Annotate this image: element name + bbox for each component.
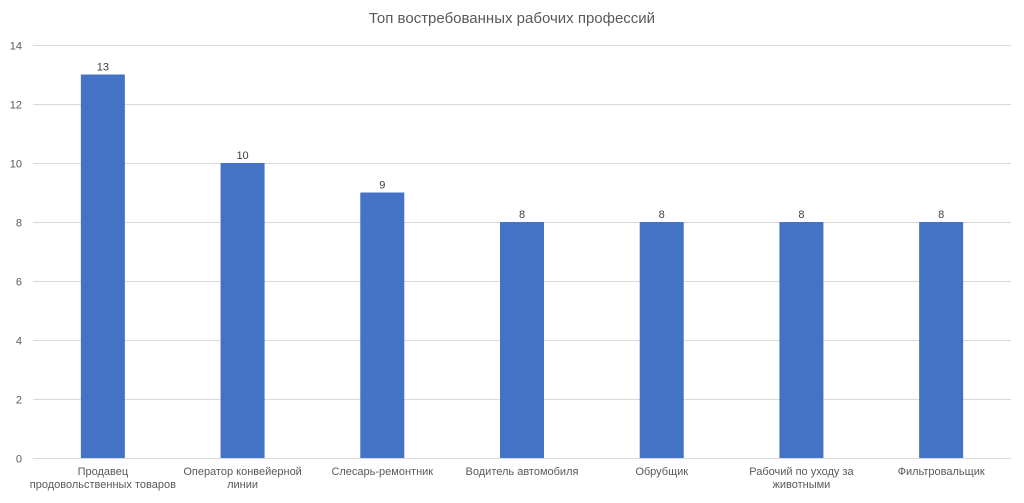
y-tick-label: 2 [16,395,22,407]
bar [220,163,265,458]
category-labels: Продавец продовольственных товаров Операто… [30,466,985,491]
category-label-line: Обрубщик [635,466,688,478]
data-label: 10 [236,150,248,162]
bar [639,222,684,458]
data-label: 8 [798,209,804,221]
bar [779,222,824,458]
bar [500,222,544,458]
category-label-line: продовольственных товаров [30,479,176,491]
category-label-line: Водитель автомобиля [466,466,579,478]
category-label: Оператор конвейерной линии [183,466,302,491]
y-tick-label: 14 [10,41,22,53]
data-label: 8 [659,209,665,221]
category-label-line: Рабочий по уходу за [749,466,854,478]
category-label: Фильтровальщик [898,466,985,478]
data-label: 13 [97,62,109,74]
bar [360,192,405,458]
category-label: Обрубщик [635,466,688,478]
category-label: Слесарь-ремонтник [331,466,433,478]
y-tick-label: 8 [16,218,22,230]
bar [80,74,125,458]
data-label: 9 [379,180,385,192]
category-label: Водитель автомобиля [466,466,579,478]
data-label: 8 [938,209,944,221]
data-label: 8 [519,209,525,221]
bars [80,74,964,458]
category-label: Продавец продовольственных товаров [30,466,176,491]
bar [919,222,964,458]
y-tick-label: 12 [10,100,22,112]
category-label-line: Продавец [78,466,129,478]
category-label-line: Слесарь-ремонтник [331,466,433,478]
y-tick-label: 4 [16,336,22,348]
chart-title: Топ востребованных рабочих профессий [369,10,655,27]
y-tick-label: 0 [16,454,22,466]
y-tick-label: 10 [10,159,22,171]
category-label-line: Оператор конвейерной [183,466,302,478]
category-label-line: Фильтровальщик [898,466,985,478]
y-axis-tick-labels: 0 2 4 6 8 10 12 14 [10,41,22,466]
y-tick-label: 6 [16,277,22,289]
category-label: Рабочий по уходу за животными [749,466,854,491]
category-label-line: животными [773,479,831,491]
category-label-line: линии [227,479,258,491]
data-labels: 13 10 9 8 8 8 8 [97,62,944,222]
